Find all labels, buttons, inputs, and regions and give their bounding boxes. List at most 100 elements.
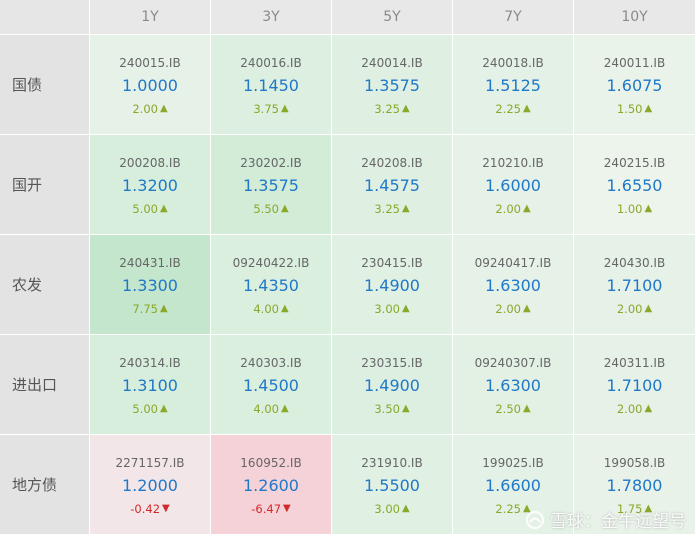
- triangle-up-icon: ▲: [522, 302, 531, 314]
- quote-cell[interactable]: 2271157.IB 1.2000 -0.42 ▼: [90, 435, 211, 535]
- change-value: 5.00: [132, 201, 158, 216]
- change-value: 2.00: [495, 301, 521, 316]
- yield-rate: 1.3575: [243, 175, 299, 195]
- triangle-up-icon: ▲: [644, 502, 653, 514]
- yield-rate: 1.4900: [364, 275, 420, 295]
- yield-rate: 1.4500: [243, 375, 299, 395]
- change-indicator: 3.25 ▲: [374, 102, 409, 116]
- quote-cell[interactable]: 09240417.IB 1.6300 2.00 ▲: [453, 235, 574, 335]
- quote-cell[interactable]: 240018.IB 1.5125 2.25 ▲: [453, 35, 574, 135]
- change-indicator: 2.00 ▲: [495, 202, 530, 216]
- triangle-up-icon: ▲: [280, 202, 289, 214]
- tenor-header: 5Y: [332, 0, 453, 35]
- tenor-header-row: 1Y 3Y 5Y 7Y 10Y: [0, 0, 696, 35]
- yield-rate: 1.2600: [243, 475, 299, 495]
- bond-code: 230315.IB: [361, 355, 423, 370]
- yield-rate: 1.0000: [122, 75, 178, 95]
- quote-cell[interactable]: 09240422.IB 1.4350 4.00 ▲: [211, 235, 332, 335]
- change-indicator: 3.00 ▲: [374, 302, 409, 316]
- yield-rate: 1.6300: [485, 275, 541, 295]
- quote-cell[interactable]: 240015.IB 1.0000 2.00 ▲: [90, 35, 211, 135]
- bond-code: 231910.IB: [361, 455, 423, 470]
- quote-cell[interactable]: 240431.IB 1.3300 7.75 ▲: [90, 235, 211, 335]
- triangle-down-icon: ▼: [162, 502, 170, 514]
- triangle-up-icon: ▲: [401, 202, 410, 214]
- change-indicator: 2.00 ▲: [495, 302, 530, 316]
- bond-code: 240431.IB: [119, 255, 181, 270]
- quote-cell[interactable]: 230315.IB 1.4900 3.50 ▲: [332, 335, 453, 435]
- table-row: 进出口 240314.IB 1.3100 5.00 ▲ 240303.IB 1.4500 4.…: [0, 335, 696, 435]
- bond-code: 09240307.IB: [474, 355, 552, 370]
- quote-cell[interactable]: 199025.IB 1.6600 2.25 ▲: [453, 435, 574, 535]
- change-indicator: 3.25 ▲: [374, 202, 409, 216]
- change-indicator: 4.00 ▲: [253, 302, 288, 316]
- change-value: 1.50: [616, 101, 643, 116]
- yield-rate: 1.2000: [122, 475, 178, 495]
- bond-code: 240311.IB: [603, 355, 666, 370]
- bond-code: 09240422.IB: [232, 255, 310, 270]
- triangle-up-icon: ▲: [522, 502, 531, 514]
- triangle-down-icon: ▼: [283, 502, 291, 514]
- quote-cell[interactable]: 199058.IB 1.7800 1.75 ▲: [574, 435, 696, 535]
- change-value: 2.00: [616, 401, 643, 416]
- quote-cell[interactable]: 240016.IB 1.1450 3.75 ▲: [211, 35, 332, 135]
- quote-cell[interactable]: 230415.IB 1.4900 3.00 ▲: [332, 235, 453, 335]
- yield-rate: 1.6000: [485, 175, 541, 195]
- bond-code: 240215.IB: [603, 155, 666, 170]
- change-value: 5.00: [132, 401, 158, 416]
- triangle-up-icon: ▲: [401, 102, 410, 114]
- row-label: 地方债: [0, 435, 90, 535]
- quote-cell[interactable]: 200208.IB 1.3200 5.00 ▲: [90, 135, 211, 235]
- quote-cell[interactable]: 240430.IB 1.7100 2.00 ▲: [574, 235, 696, 335]
- quote-cell[interactable]: 240215.IB 1.6550 1.00 ▲: [574, 135, 696, 235]
- change-value: 2.50: [495, 401, 521, 416]
- triangle-up-icon: ▲: [644, 202, 653, 214]
- yield-rate: 1.3200: [122, 175, 178, 195]
- change-indicator: 5.00 ▲: [132, 402, 167, 416]
- bond-code: 2271157.IB: [115, 455, 185, 470]
- change-value: 3.50: [374, 401, 400, 416]
- quote-cell[interactable]: 240011.IB 1.6075 1.50 ▲: [574, 35, 696, 135]
- quote-cell[interactable]: 160952.IB 1.2600 -6.47 ▼: [211, 435, 332, 535]
- change-indicator: 5.50 ▲: [253, 202, 288, 216]
- quote-cell[interactable]: 240314.IB 1.3100 5.00 ▲: [90, 335, 211, 435]
- quote-cell[interactable]: 09240307.IB 1.6300 2.50 ▲: [453, 335, 574, 435]
- bond-code: 230415.IB: [361, 255, 423, 270]
- yield-rate: 1.1450: [243, 75, 299, 95]
- change-indicator: 2.25 ▲: [495, 502, 530, 516]
- change-value: 5.50: [253, 201, 279, 216]
- tenor-header: 7Y: [453, 0, 574, 35]
- triangle-up-icon: ▲: [644, 402, 653, 414]
- quote-cell[interactable]: 240208.IB 1.4575 3.25 ▲: [332, 135, 453, 235]
- bond-code: 240014.IB: [361, 55, 423, 70]
- quote-cell[interactable]: 210210.IB 1.6000 2.00 ▲: [453, 135, 574, 235]
- change-value: -6.47: [251, 501, 282, 516]
- bond-code: 199025.IB: [482, 455, 544, 470]
- change-indicator: -0.42 ▼: [130, 502, 169, 516]
- yield-rate: 1.3100: [122, 375, 178, 395]
- yield-rate: 1.3575: [364, 75, 420, 95]
- table-row: 地方债 2271157.IB 1.2000 -0.42 ▼ 160952.IB 1.2600…: [0, 435, 696, 535]
- change-value: 4.00: [253, 301, 279, 316]
- quote-cell[interactable]: 240311.IB 1.7100 2.00 ▲: [574, 335, 696, 435]
- bond-code: 230202.IB: [240, 155, 302, 170]
- triangle-up-icon: ▲: [522, 202, 531, 214]
- quote-cell[interactable]: 231910.IB 1.5500 3.00 ▲: [332, 435, 453, 535]
- triangle-up-icon: ▲: [280, 402, 289, 414]
- yield-rate: 1.6550: [606, 175, 663, 195]
- quote-cell[interactable]: 240014.IB 1.3575 3.25 ▲: [332, 35, 453, 135]
- triangle-up-icon: ▲: [159, 102, 168, 114]
- yield-rate: 1.6600: [485, 475, 541, 495]
- quote-cell[interactable]: 230202.IB 1.3575 5.50 ▲: [211, 135, 332, 235]
- row-label: 农发: [0, 235, 90, 335]
- change-value: 3.25: [374, 201, 400, 216]
- yield-rate: 1.4350: [243, 275, 299, 295]
- change-value: -0.42: [130, 501, 161, 516]
- quote-cell[interactable]: 240303.IB 1.4500 4.00 ▲: [211, 335, 332, 435]
- change-value: 1.75: [616, 501, 643, 516]
- change-indicator: 2.25 ▲: [495, 102, 530, 116]
- bond-code: 240430.IB: [603, 255, 666, 270]
- triangle-up-icon: ▲: [280, 102, 289, 114]
- yield-rate: 1.5500: [364, 475, 420, 495]
- change-value: 3.25: [374, 101, 400, 116]
